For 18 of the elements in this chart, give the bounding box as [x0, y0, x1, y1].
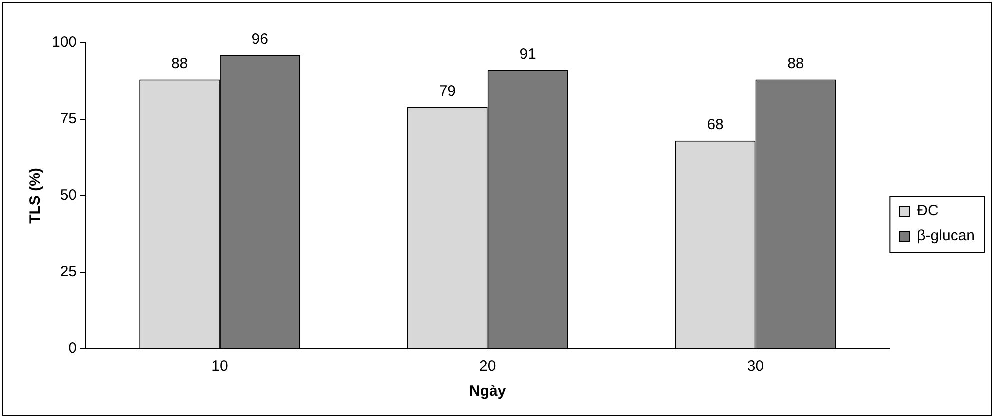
x-tick-label: 20 [480, 358, 496, 376]
legend-label: ĐC [917, 202, 940, 220]
x-tick-label: 30 [747, 358, 764, 376]
y-tick-label: 25 [60, 264, 78, 281]
data-label: 96 [252, 30, 268, 48]
data-label: 79 [439, 82, 456, 100]
y-tick-label: 100 [52, 34, 78, 52]
data-label: 88 [788, 55, 804, 72]
y-axis-title: TLS (%) [27, 168, 44, 224]
x-axis-title: Ngày [470, 383, 507, 400]
data-label: 88 [171, 55, 188, 72]
y-tick-label: 0 [68, 340, 78, 358]
y-tick-label: 50 [60, 187, 78, 204]
x-tick-label: 10 [212, 358, 228, 376]
data-label: 91 [520, 46, 536, 64]
legend-label: β-glucan [917, 228, 976, 245]
data-label: 68 [707, 116, 724, 134]
y-tick-label: 75 [60, 110, 78, 128]
